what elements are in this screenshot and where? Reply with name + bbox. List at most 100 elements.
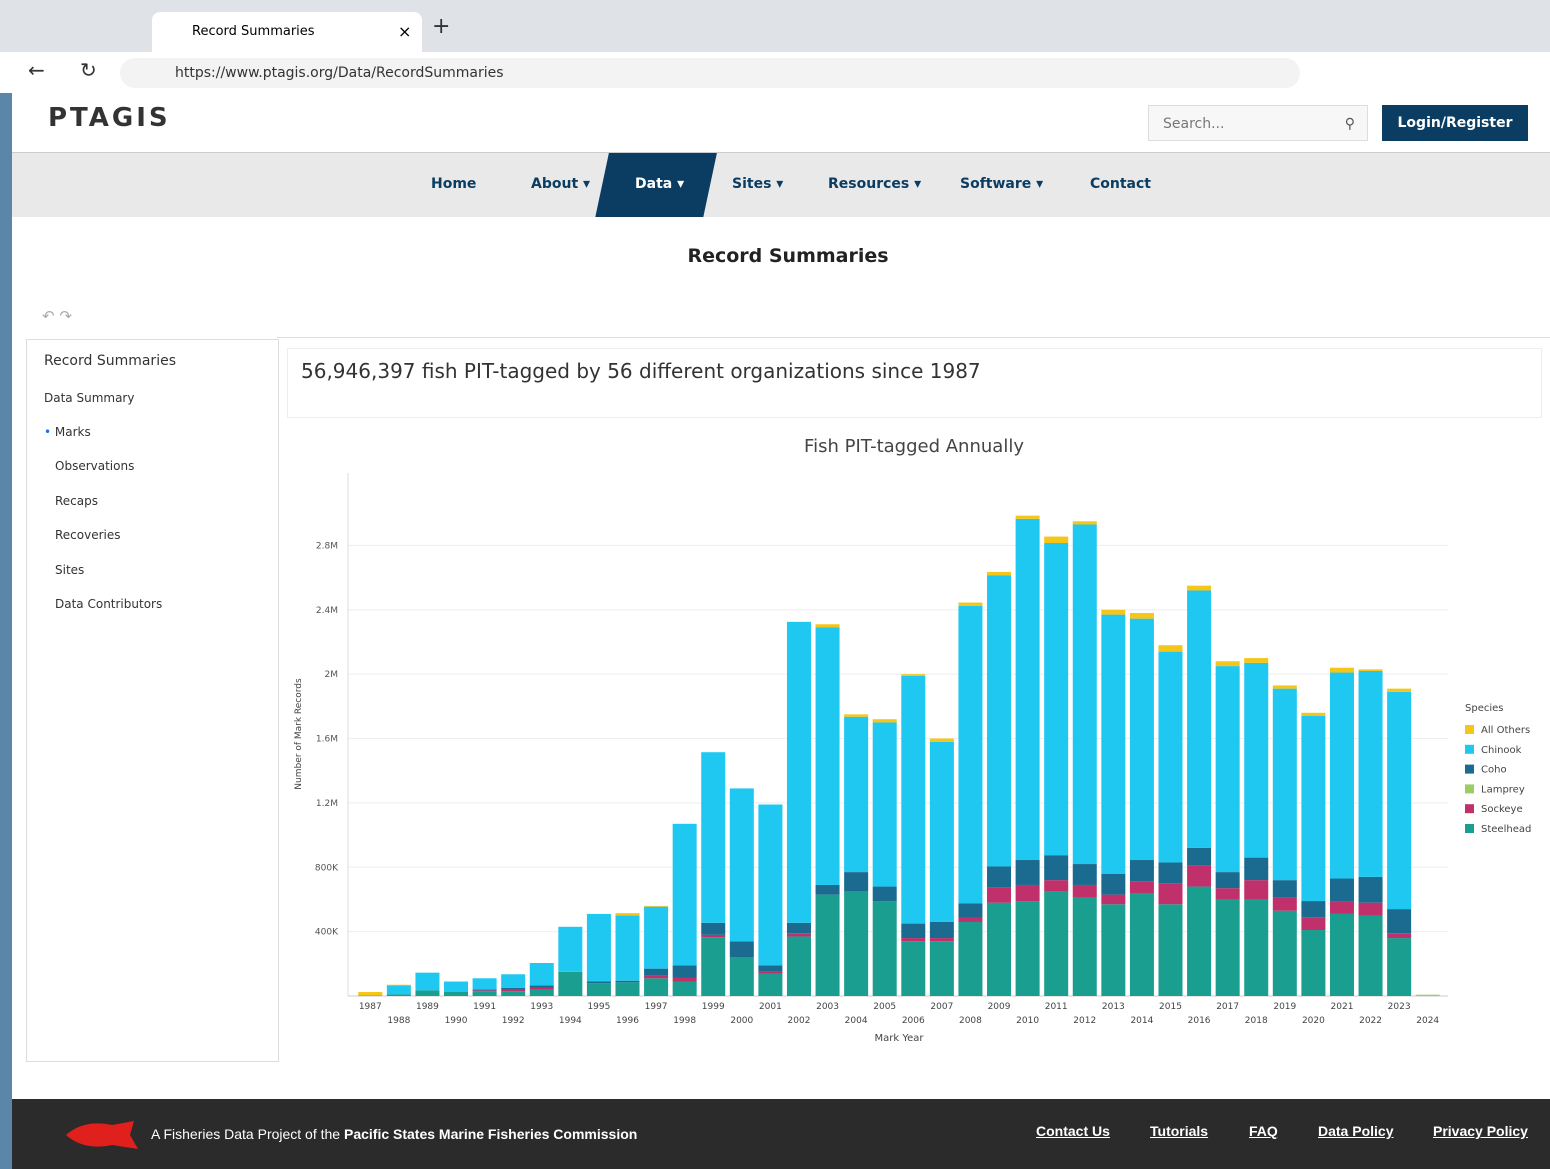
footer-org[interactable]: Pacific States Marine Fisheries Commissi… [344, 1126, 637, 1142]
bar-segment [1016, 885, 1040, 901]
footer-link[interactable]: Privacy Policy [1433, 1123, 1528, 1139]
bar-segment [587, 982, 611, 984]
bar-segment [787, 936, 811, 996]
sidebar-title[interactable]: Record Summaries [44, 353, 176, 369]
bar-segment [1359, 916, 1383, 996]
sidebar-item[interactable]: Data Summary [44, 391, 134, 405]
nav-label: Sites [732, 176, 771, 192]
bar-segment [844, 872, 868, 891]
bar-segment [1359, 669, 1383, 671]
legend-swatch [1465, 784, 1474, 793]
bar-segment [1273, 689, 1297, 880]
bar-segment [1101, 610, 1125, 615]
bar-segment [1216, 872, 1240, 888]
new-tab[interactable]: + [432, 14, 450, 39]
bar-segment [530, 990, 554, 996]
bar-segment [1301, 930, 1325, 996]
x-tick-label: 1989 [416, 1002, 439, 1012]
nav-item[interactable]: Sites ▾ [732, 153, 783, 218]
undo-redo[interactable]: ↶ ↷ [42, 307, 72, 325]
sidebar-label: Marks [55, 425, 91, 439]
bar-segment [1244, 858, 1268, 881]
bar-segment [901, 941, 925, 996]
x-tick-label: 2007 [930, 1002, 953, 1012]
bar-segment [1387, 692, 1411, 909]
bar-segment [1330, 673, 1354, 879]
nav-item[interactable]: Data ▾ [635, 153, 684, 218]
bar-segment [558, 972, 582, 996]
x-tick-label: 1994 [559, 1016, 582, 1026]
bar-segment [1359, 877, 1383, 903]
sidebar-item[interactable]: Observations [55, 459, 134, 473]
x-tick-label: 2019 [1273, 1002, 1296, 1012]
nav-item[interactable]: Home [431, 153, 476, 218]
x-tick-label: 2008 [959, 1016, 982, 1026]
footer-link[interactable]: Tutorials [1150, 1123, 1208, 1139]
bar-segment [730, 957, 754, 996]
nav-item[interactable]: Resources ▾ [828, 153, 921, 218]
chart-title: Fish PIT-tagged Annually [804, 436, 1024, 457]
x-tick-label: 2022 [1359, 1016, 1382, 1026]
bar-segment [1216, 661, 1240, 666]
x-tick-label: 2004 [845, 1016, 868, 1026]
legend-label: Sockeye [1481, 804, 1523, 815]
sidebar: Record Summaries Data Summary • Marks Ob… [26, 339, 279, 1062]
bar-segment [1301, 713, 1325, 716]
bar-segment [1187, 866, 1211, 887]
bar-segment [387, 986, 411, 995]
footer-link[interactable]: FAQ [1249, 1123, 1278, 1139]
x-tick-label: 1990 [445, 1016, 468, 1026]
bar-segment [758, 805, 782, 966]
bar-segment [1244, 658, 1268, 663]
sidebar-item[interactable]: Recaps [55, 494, 98, 508]
bar-segment [1187, 586, 1211, 591]
x-tick-label: 1997 [645, 1002, 668, 1012]
bar-segment [901, 674, 925, 676]
bar-segment [701, 937, 725, 996]
x-tick-label: 1987 [359, 1002, 382, 1012]
bar-segment [1158, 904, 1182, 996]
bar-segment [1216, 899, 1240, 996]
bar-segment [816, 624, 840, 627]
bar-segment [615, 913, 639, 915]
bar-segment [473, 990, 497, 991]
bar-segment [1387, 938, 1411, 996]
bar-segment [387, 994, 411, 996]
bar-segment [644, 969, 668, 975]
bar-segment [1416, 995, 1440, 996]
nav-item[interactable]: Software ▾ [960, 153, 1043, 218]
logo[interactable]: PTAGIS [48, 103, 171, 133]
sidebar-item[interactable]: • Marks [44, 425, 91, 439]
login-button[interactable]: Login/Register [1382, 105, 1528, 141]
footer-link[interactable]: Contact Us [1036, 1123, 1110, 1139]
bar-segment [987, 866, 1011, 887]
legend-label: Lamprey [1481, 784, 1525, 795]
bar-segment [1387, 909, 1411, 933]
bar-segment [873, 722, 897, 886]
bar-segment [358, 995, 382, 996]
fish-logo [64, 1117, 140, 1153]
x-tick-label: 2016 [1188, 1016, 1211, 1026]
footer-link[interactable]: Data Policy [1318, 1123, 1393, 1139]
bar-segment [1044, 891, 1068, 996]
x-tick-label: 2014 [1130, 1016, 1153, 1026]
search-box[interactable]: Search...⚲ [1148, 105, 1368, 141]
chart: Fish PIT-tagged Annually Mark Year Numbe… [287, 432, 1542, 1050]
address-bar: ← ↻ https://www.ptagis.org/Data/RecordSu… [0, 52, 1550, 94]
bar-segment [1359, 903, 1383, 916]
tab[interactable]: Record Summaries× [152, 12, 422, 52]
x-tick-label: 2018 [1245, 1016, 1268, 1026]
bar-segment [530, 988, 554, 990]
bar-segment [1044, 880, 1068, 891]
nav-item[interactable]: About ▾ [531, 153, 590, 218]
bar-segment [501, 990, 525, 992]
nav-item[interactable]: Contact [1090, 153, 1151, 218]
url[interactable]: https://www.ptagis.org/Data/RecordSummar… [120, 58, 1300, 88]
sidebar-item[interactable]: Recoveries [55, 528, 121, 542]
sidebar-item[interactable]: Sites [55, 563, 84, 577]
bar-segment [987, 903, 1011, 996]
x-tick-label: 1991 [473, 1002, 496, 1012]
sidebar-item[interactable]: Data Contributors [55, 597, 162, 611]
y-tick-label: 2M [325, 670, 339, 680]
bar-segment [1330, 914, 1354, 996]
